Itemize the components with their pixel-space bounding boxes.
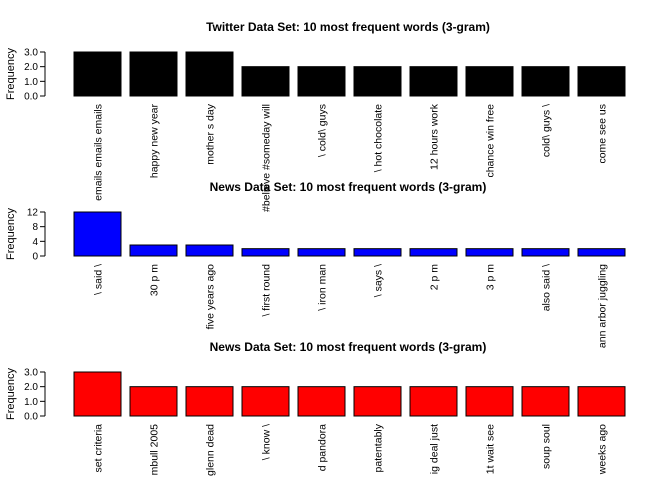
news-chart-panel-2: News Data Set: 10 most frequent words (3… xyxy=(5,340,626,476)
y-axis-label: Frequency xyxy=(5,368,17,420)
bar xyxy=(73,211,122,257)
category-labels: set criteria mbull 2005 glenn dead \ know \… xyxy=(93,423,609,476)
chart-title: News Data Set: 10 most frequent words (3… xyxy=(210,340,487,354)
y-tick-label: 0.0 xyxy=(24,92,38,103)
bar xyxy=(577,386,626,417)
twitter-chart-panel: Twitter Data Set: 10 most frequent words… xyxy=(5,20,626,212)
category-label: mother s day xyxy=(205,103,217,164)
category-label: ig deal just xyxy=(429,424,441,474)
bar xyxy=(297,66,346,97)
y-tick-label: 3.0 xyxy=(24,48,38,59)
category-label: \ said \ xyxy=(93,264,105,295)
category-label: 30 p m xyxy=(149,264,161,296)
bar xyxy=(465,386,514,417)
bar xyxy=(73,371,122,417)
category-label: \ says \ xyxy=(373,264,385,297)
y-axis-label: Frequency xyxy=(5,208,17,260)
category-label: ann arbor juggling xyxy=(597,264,609,348)
y-tick-label: 0.0 xyxy=(24,412,38,423)
bar xyxy=(129,51,178,97)
y-axis: 0 4 8 12 xyxy=(27,208,46,263)
category-label: \ cold\ guys xyxy=(317,104,329,157)
bar xyxy=(297,386,346,417)
y-tick-label: 1.0 xyxy=(24,397,38,408)
bar xyxy=(353,66,402,97)
bar xyxy=(129,386,178,417)
y-axis: 0.0 1.0 2.0 3.0 xyxy=(24,368,46,423)
y-tick-label: 3.0 xyxy=(24,368,38,379)
category-label: chance win free xyxy=(485,104,497,178)
category-label: \ first round xyxy=(261,264,273,317)
bar xyxy=(409,66,458,97)
bar xyxy=(521,248,570,257)
category-label: cold\ guys \ xyxy=(541,104,553,157)
bar xyxy=(241,386,290,417)
category-labels: emails emails emails happy new year mother… xyxy=(93,103,609,212)
category-labels: \ said \ 30 p m five years ago \ first roun… xyxy=(93,264,609,348)
category-label: also said \ xyxy=(541,264,553,311)
category-label: soup soul xyxy=(541,424,553,469)
category-label: happy new year xyxy=(149,104,161,179)
category-label: glenn dead xyxy=(205,424,217,476)
bar xyxy=(353,386,402,417)
bar xyxy=(409,248,458,257)
y-tick-label: 0 xyxy=(32,252,38,263)
bar xyxy=(297,248,346,257)
bar xyxy=(465,248,514,257)
bar xyxy=(241,248,290,257)
bar xyxy=(521,386,570,417)
category-label: five years ago xyxy=(205,264,217,330)
category-label: 2 p m xyxy=(429,264,441,291)
bar xyxy=(353,248,402,257)
category-label: emails emails emails xyxy=(93,104,105,201)
bar xyxy=(521,66,570,97)
y-axis-label: Frequency xyxy=(5,48,17,100)
category-label: d pandora xyxy=(317,424,329,471)
y-tick-label: 8 xyxy=(32,222,38,233)
bar xyxy=(185,244,234,257)
bars xyxy=(73,371,626,417)
category-label: come see us xyxy=(597,104,609,164)
y-tick-label: 1.0 xyxy=(24,77,38,88)
chart-title: Twitter Data Set: 10 most frequent words… xyxy=(206,20,490,34)
y-tick-label: 4 xyxy=(32,237,38,248)
y-tick-label: 2.0 xyxy=(24,62,38,73)
bar xyxy=(577,66,626,97)
bar xyxy=(241,66,290,97)
bar xyxy=(185,386,234,417)
chart-title: News Data Set: 10 most frequent words (3… xyxy=(210,180,487,194)
y-tick-label: 2.0 xyxy=(24,382,38,393)
category-label: 3 p m xyxy=(485,264,497,291)
category-label: mbull 2005 xyxy=(149,424,161,476)
bar xyxy=(465,66,514,97)
bar xyxy=(409,386,458,417)
y-axis: 0.0 1.0 2.0 3.0 xyxy=(24,48,46,103)
bars xyxy=(73,211,626,257)
bar xyxy=(577,248,626,257)
category-label: weeks ago xyxy=(597,424,609,475)
news-chart-panel-1: News Data Set: 10 most frequent words (3… xyxy=(5,180,626,348)
bars xyxy=(73,51,626,97)
category-label: 1t wait see xyxy=(485,424,497,474)
bar xyxy=(73,51,122,97)
category-label: \ know \ xyxy=(261,424,273,460)
category-label: set criteria xyxy=(93,424,105,473)
category-label: patentably xyxy=(373,423,385,472)
category-label: 12 hours work xyxy=(429,103,441,170)
category-label: #believe #someday will xyxy=(261,104,273,212)
category-label: \ hot chocolate xyxy=(373,104,385,172)
category-label: \ iron man xyxy=(317,264,329,311)
bar xyxy=(185,51,234,97)
y-tick-label: 12 xyxy=(27,208,39,219)
bar xyxy=(129,244,178,257)
